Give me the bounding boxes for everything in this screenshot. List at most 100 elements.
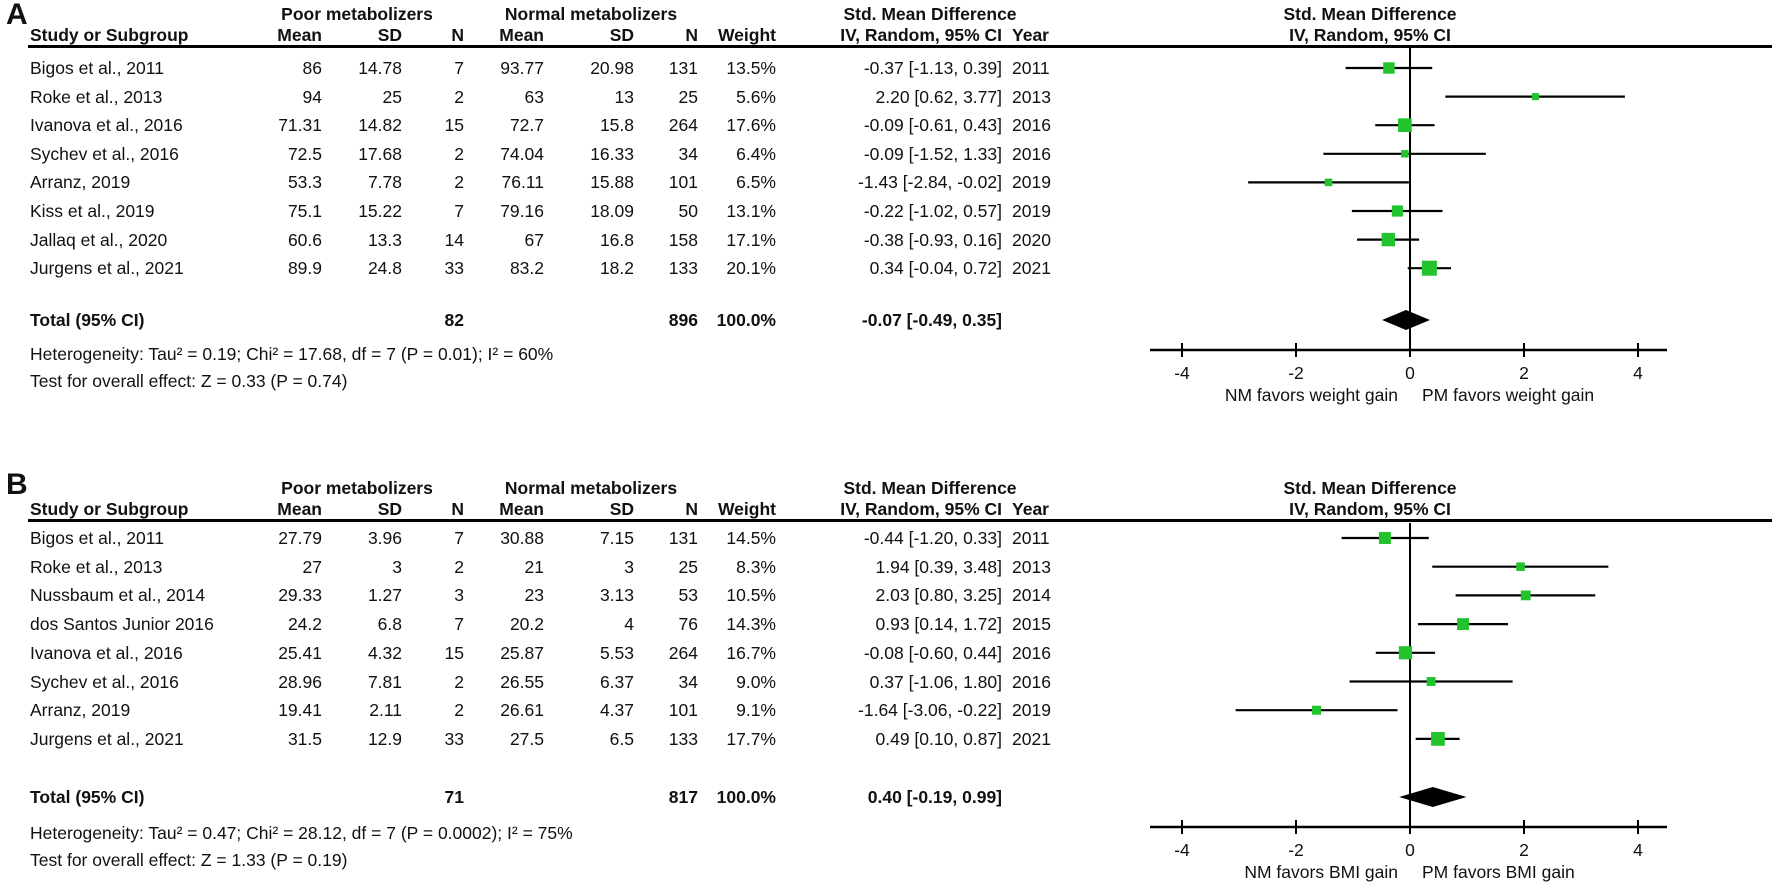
table-cell-weight: 10.5% bbox=[726, 585, 776, 606]
table-cell-nm-sd: 6.5 bbox=[609, 728, 634, 749]
table-cell-nm-sd: 13 bbox=[614, 86, 634, 107]
panel-b-col-nm-mean: Mean bbox=[499, 499, 544, 519]
effect-size-marker bbox=[1324, 178, 1333, 187]
panel-a-total-smd-ci: -0.07 [-0.49, 0.35] bbox=[861, 310, 1002, 330]
panel-a-col-iv-plot: IV, Random, 95% CI bbox=[1289, 25, 1451, 45]
axis-tick-label: 2 bbox=[1519, 840, 1529, 860]
table-cell-weight: 6.4% bbox=[736, 143, 776, 164]
table-cell-nm-sd: 4.37 bbox=[599, 700, 634, 721]
table-cell-weight: 20.1% bbox=[726, 258, 776, 279]
panel-a-total-nm-n: 896 bbox=[668, 310, 698, 330]
table-cell-study: Ivanova et al., 2016 bbox=[30, 115, 183, 136]
table-cell-pm-sd: 13.3 bbox=[367, 229, 402, 250]
panel-b-label: B bbox=[6, 468, 28, 501]
table-cell-weight: 14.5% bbox=[726, 528, 776, 548]
panel-b-normal-metabolizers-header: Normal metabolizers bbox=[504, 478, 678, 498]
table-cell-nm-sd: 3.13 bbox=[599, 585, 634, 606]
table-cell-weight: 13.1% bbox=[726, 201, 776, 221]
table-cell-pm-n: 7 bbox=[454, 528, 464, 548]
effect-size-marker bbox=[1381, 232, 1396, 247]
table-cell-nm-sd: 16.33 bbox=[590, 143, 634, 164]
panel-a-col-pm-mean: Mean bbox=[277, 25, 322, 45]
table-cell-year: 2014 bbox=[1012, 585, 1051, 606]
table-cell-weight: 17.6% bbox=[726, 115, 776, 136]
axis-tick-label: 0 bbox=[1405, 363, 1415, 383]
table-cell-year: 2011 bbox=[1012, 528, 1050, 548]
table-cell-pm-sd: 25 bbox=[382, 86, 402, 107]
table-cell-nm-n: 76 bbox=[678, 614, 698, 635]
panel-a-col-study: Study or Subgroup bbox=[30, 25, 189, 45]
table-cell-nm-sd: 5.53 bbox=[599, 642, 634, 663]
panel-b-smd-table-header: Std. Mean Difference bbox=[843, 478, 1017, 498]
panel-b-total-smd-ci: 0.40 [-0.19, 0.99] bbox=[867, 787, 1002, 807]
table-cell-smd-ci: -0.38 [-0.93, 0.16] bbox=[863, 229, 1002, 250]
panel-b-total-weight: 100.0% bbox=[716, 787, 776, 807]
table-cell-pm-mean: 75.1 bbox=[287, 201, 322, 221]
effect-size-marker bbox=[1421, 260, 1437, 276]
table-cell-weight: 16.7% bbox=[726, 642, 776, 663]
table-cell-nm-mean: 63 bbox=[524, 86, 544, 107]
panel-a-col-iv: IV, Random, 95% CI bbox=[840, 25, 1002, 45]
effect-size-marker bbox=[1457, 618, 1469, 631]
table-cell-nm-mean: 72.7 bbox=[509, 115, 544, 136]
table-cell-year: 2015 bbox=[1012, 614, 1051, 635]
table-cell-study: Kiss et al., 2019 bbox=[30, 201, 155, 221]
table-cell-pm-sd: 6.8 bbox=[377, 614, 402, 635]
table-cell-study: dos Santos Junior 2016 bbox=[30, 614, 214, 635]
table-cell-nm-n: 131 bbox=[668, 528, 698, 548]
table-cell-nm-mean: 21 bbox=[524, 556, 544, 577]
panel-a-total-pm-n: 82 bbox=[444, 310, 464, 330]
table-cell-pm-n: 2 bbox=[454, 172, 464, 193]
table-cell-pm-n: 3 bbox=[454, 585, 464, 606]
table-cell-nm-n: 25 bbox=[678, 556, 698, 577]
axis-tick-label: -4 bbox=[1174, 840, 1190, 860]
table-cell-pm-n: 2 bbox=[454, 556, 464, 577]
table-cell-pm-sd: 4.32 bbox=[367, 642, 402, 663]
panel-a-col-nm-n: N bbox=[685, 25, 698, 45]
panel-b-col-pm-sd: SD bbox=[377, 499, 402, 519]
table-cell-nm-mean: 23 bbox=[524, 585, 544, 606]
table-cell-nm-sd: 16.8 bbox=[599, 229, 634, 250]
table-cell-pm-sd: 2.11 bbox=[369, 700, 402, 721]
table-cell-pm-mean: 89.9 bbox=[287, 258, 322, 279]
table-cell-pm-sd: 14.82 bbox=[358, 115, 402, 136]
table-cell-smd-ci: -0.22 [-1.02, 0.57] bbox=[863, 201, 1002, 221]
table-cell-year: 2016 bbox=[1012, 671, 1051, 692]
favors-left-label: NM favors BMI gain bbox=[1244, 862, 1398, 882]
table-cell-pm-mean: 53.3 bbox=[287, 172, 322, 193]
panel-a-overall-effect-text: Test for overall effect: Z = 0.33 (P = 0… bbox=[30, 371, 348, 391]
table-cell-smd-ci: 1.94 [0.39, 3.48] bbox=[875, 556, 1003, 577]
table-cell-nm-n: 101 bbox=[668, 172, 698, 193]
table-cell-year: 2019 bbox=[1012, 172, 1051, 193]
table-cell-pm-mean: 72.5 bbox=[287, 143, 322, 164]
effect-size-marker bbox=[1378, 532, 1391, 544]
table-cell-pm-n: 33 bbox=[444, 258, 464, 279]
panel-a-heterogeneity-text: Heterogeneity: Tau² = 0.19; Chi² = 17.68… bbox=[30, 344, 554, 364]
effect-size-marker bbox=[1520, 590, 1531, 601]
panel-a-normal-metabolizers-header: Normal metabolizers bbox=[504, 4, 678, 24]
table-cell-weight: 13.5% bbox=[726, 58, 776, 78]
table-cell-year: 2019 bbox=[1012, 700, 1051, 721]
table-cell-weight: 9.0% bbox=[736, 671, 776, 692]
panel-a-col-nm-mean: Mean bbox=[499, 25, 544, 45]
table-cell-year: 2016 bbox=[1012, 115, 1051, 136]
table-cell-nm-mean: 79.16 bbox=[500, 201, 544, 221]
table-cell-smd-ci: -0.08 [-0.60, 0.44] bbox=[863, 642, 1002, 663]
panel-a-label: A bbox=[6, 0, 28, 31]
panel-a-smd-plot-header: Std. Mean Difference bbox=[1283, 4, 1457, 24]
table-cell-nm-sd: 15.8 bbox=[599, 115, 634, 136]
axis-tick-label: 4 bbox=[1633, 840, 1643, 860]
panel-b-col-nm-sd: SD bbox=[609, 499, 634, 519]
summary-diamond bbox=[1382, 310, 1430, 330]
table-cell-smd-ci: -0.44 [-1.20, 0.33] bbox=[863, 528, 1002, 548]
table-cell-study: Arranz, 2019 bbox=[30, 172, 131, 193]
table-cell-nm-sd: 7.15 bbox=[599, 528, 634, 548]
effect-size-marker bbox=[1383, 62, 1395, 74]
table-cell-nm-n: 133 bbox=[668, 728, 698, 749]
table-cell-smd-ci: -0.09 [-1.52, 1.33] bbox=[863, 143, 1002, 164]
favors-left-label: NM favors weight gain bbox=[1225, 385, 1398, 405]
axis-tick-label: -2 bbox=[1288, 840, 1304, 860]
table-cell-pm-mean: 94 bbox=[302, 86, 322, 107]
table-cell-pm-mean: 28.96 bbox=[278, 671, 322, 692]
